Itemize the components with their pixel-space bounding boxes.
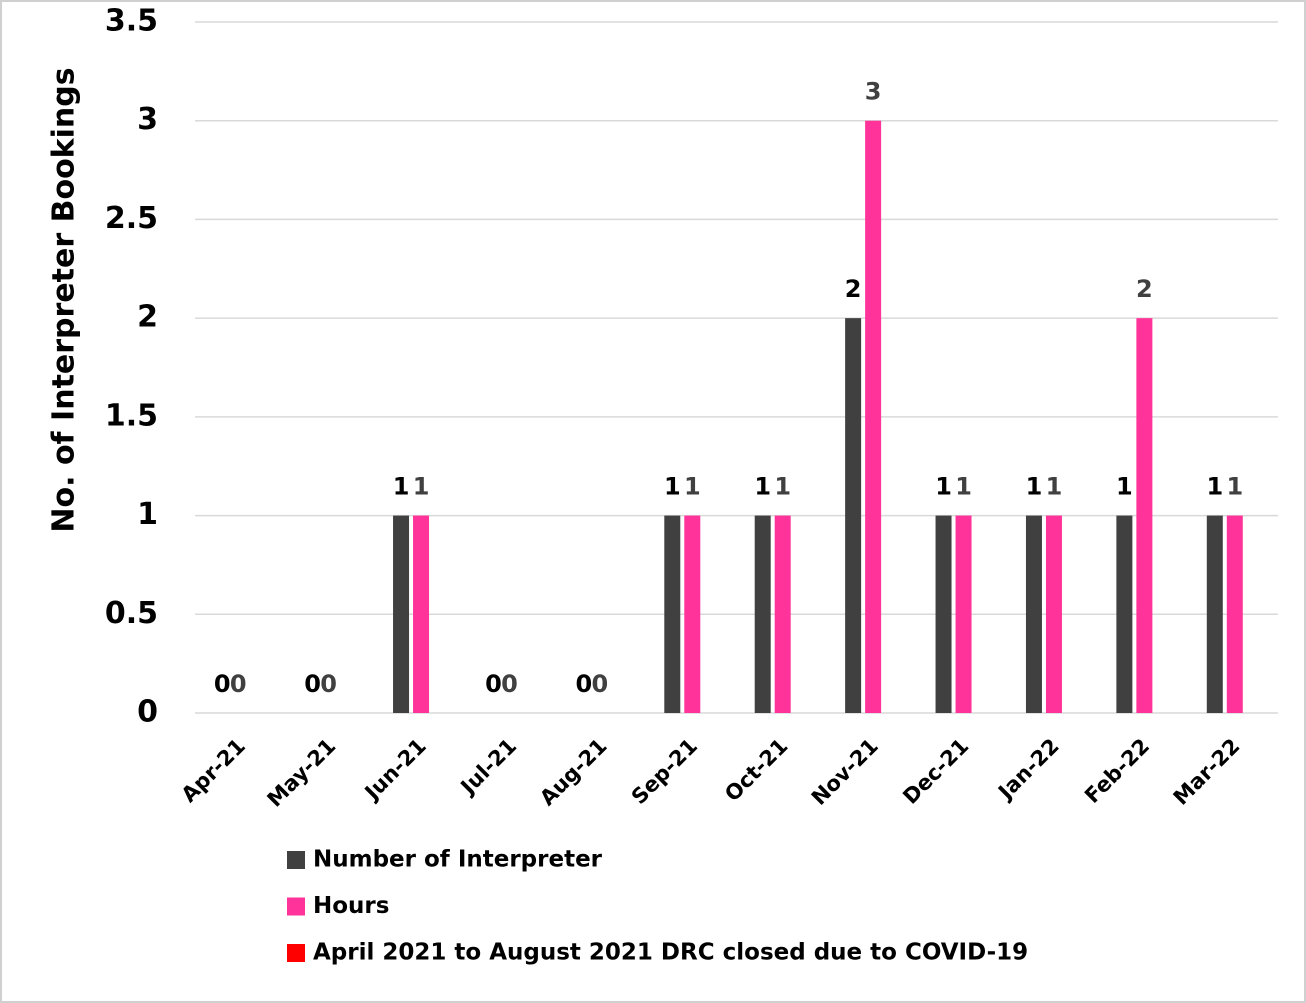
data-label: 1 (1026, 473, 1043, 501)
y-tick-label: 0 (137, 695, 158, 730)
bar (664, 515, 681, 713)
data-label: 1 (393, 473, 410, 501)
bar (1025, 515, 1042, 713)
y-tick-label: 1 (137, 497, 158, 532)
data-label: 0 (592, 670, 609, 698)
data-label: 0 (320, 670, 337, 698)
legend-swatch (287, 851, 305, 869)
bar (845, 318, 862, 713)
data-label: 1 (413, 473, 430, 501)
data-label: 1 (955, 473, 972, 501)
y-tick-label: 3 (137, 102, 158, 137)
bar (413, 515, 430, 713)
y-tick-label: 1.5 (105, 398, 158, 433)
legend-label: Number of Interpreter (313, 847, 603, 873)
data-label: 0 (501, 670, 518, 698)
data-label: 1 (1116, 473, 1133, 501)
bar (684, 515, 701, 713)
data-label: 1 (1046, 473, 1063, 501)
bar (774, 515, 791, 713)
data-label: 1 (1206, 473, 1223, 501)
bar (865, 120, 882, 713)
y-tick-label: 2.5 (105, 201, 158, 236)
data-label: 0 (576, 670, 593, 698)
bar (1226, 515, 1243, 713)
legend-label: April 2021 to August 2021 DRC closed due… (313, 940, 1028, 966)
bar (393, 515, 410, 713)
data-label: 0 (485, 670, 502, 698)
bar (935, 515, 952, 713)
data-label: 3 (865, 78, 882, 106)
data-label: 0 (304, 670, 321, 698)
legend-swatch (287, 897, 305, 916)
bar (1045, 515, 1062, 713)
data-label: 2 (845, 275, 862, 303)
data-label: 0 (214, 670, 231, 698)
bar (1116, 515, 1133, 713)
bar (1136, 318, 1153, 713)
bar (955, 515, 972, 713)
y-tick-label: 0.5 (105, 596, 158, 631)
data-label: 1 (935, 473, 952, 501)
data-label: 1 (774, 473, 791, 501)
bar (754, 515, 771, 713)
bar (1206, 515, 1223, 713)
y-tick-label: 2 (137, 300, 158, 335)
data-label: 1 (684, 473, 701, 501)
data-label: 2 (1136, 275, 1153, 303)
y-axis-label: No. of Interpreter Bookings (47, 67, 82, 532)
legend-label: Hours (313, 893, 389, 919)
legend-swatch (287, 944, 305, 962)
data-label: 1 (754, 473, 771, 501)
data-label: 0 (230, 670, 247, 698)
y-tick-label: 3.5 (105, 4, 158, 39)
data-label: 1 (1226, 473, 1243, 501)
data-label: 1 (664, 473, 681, 501)
